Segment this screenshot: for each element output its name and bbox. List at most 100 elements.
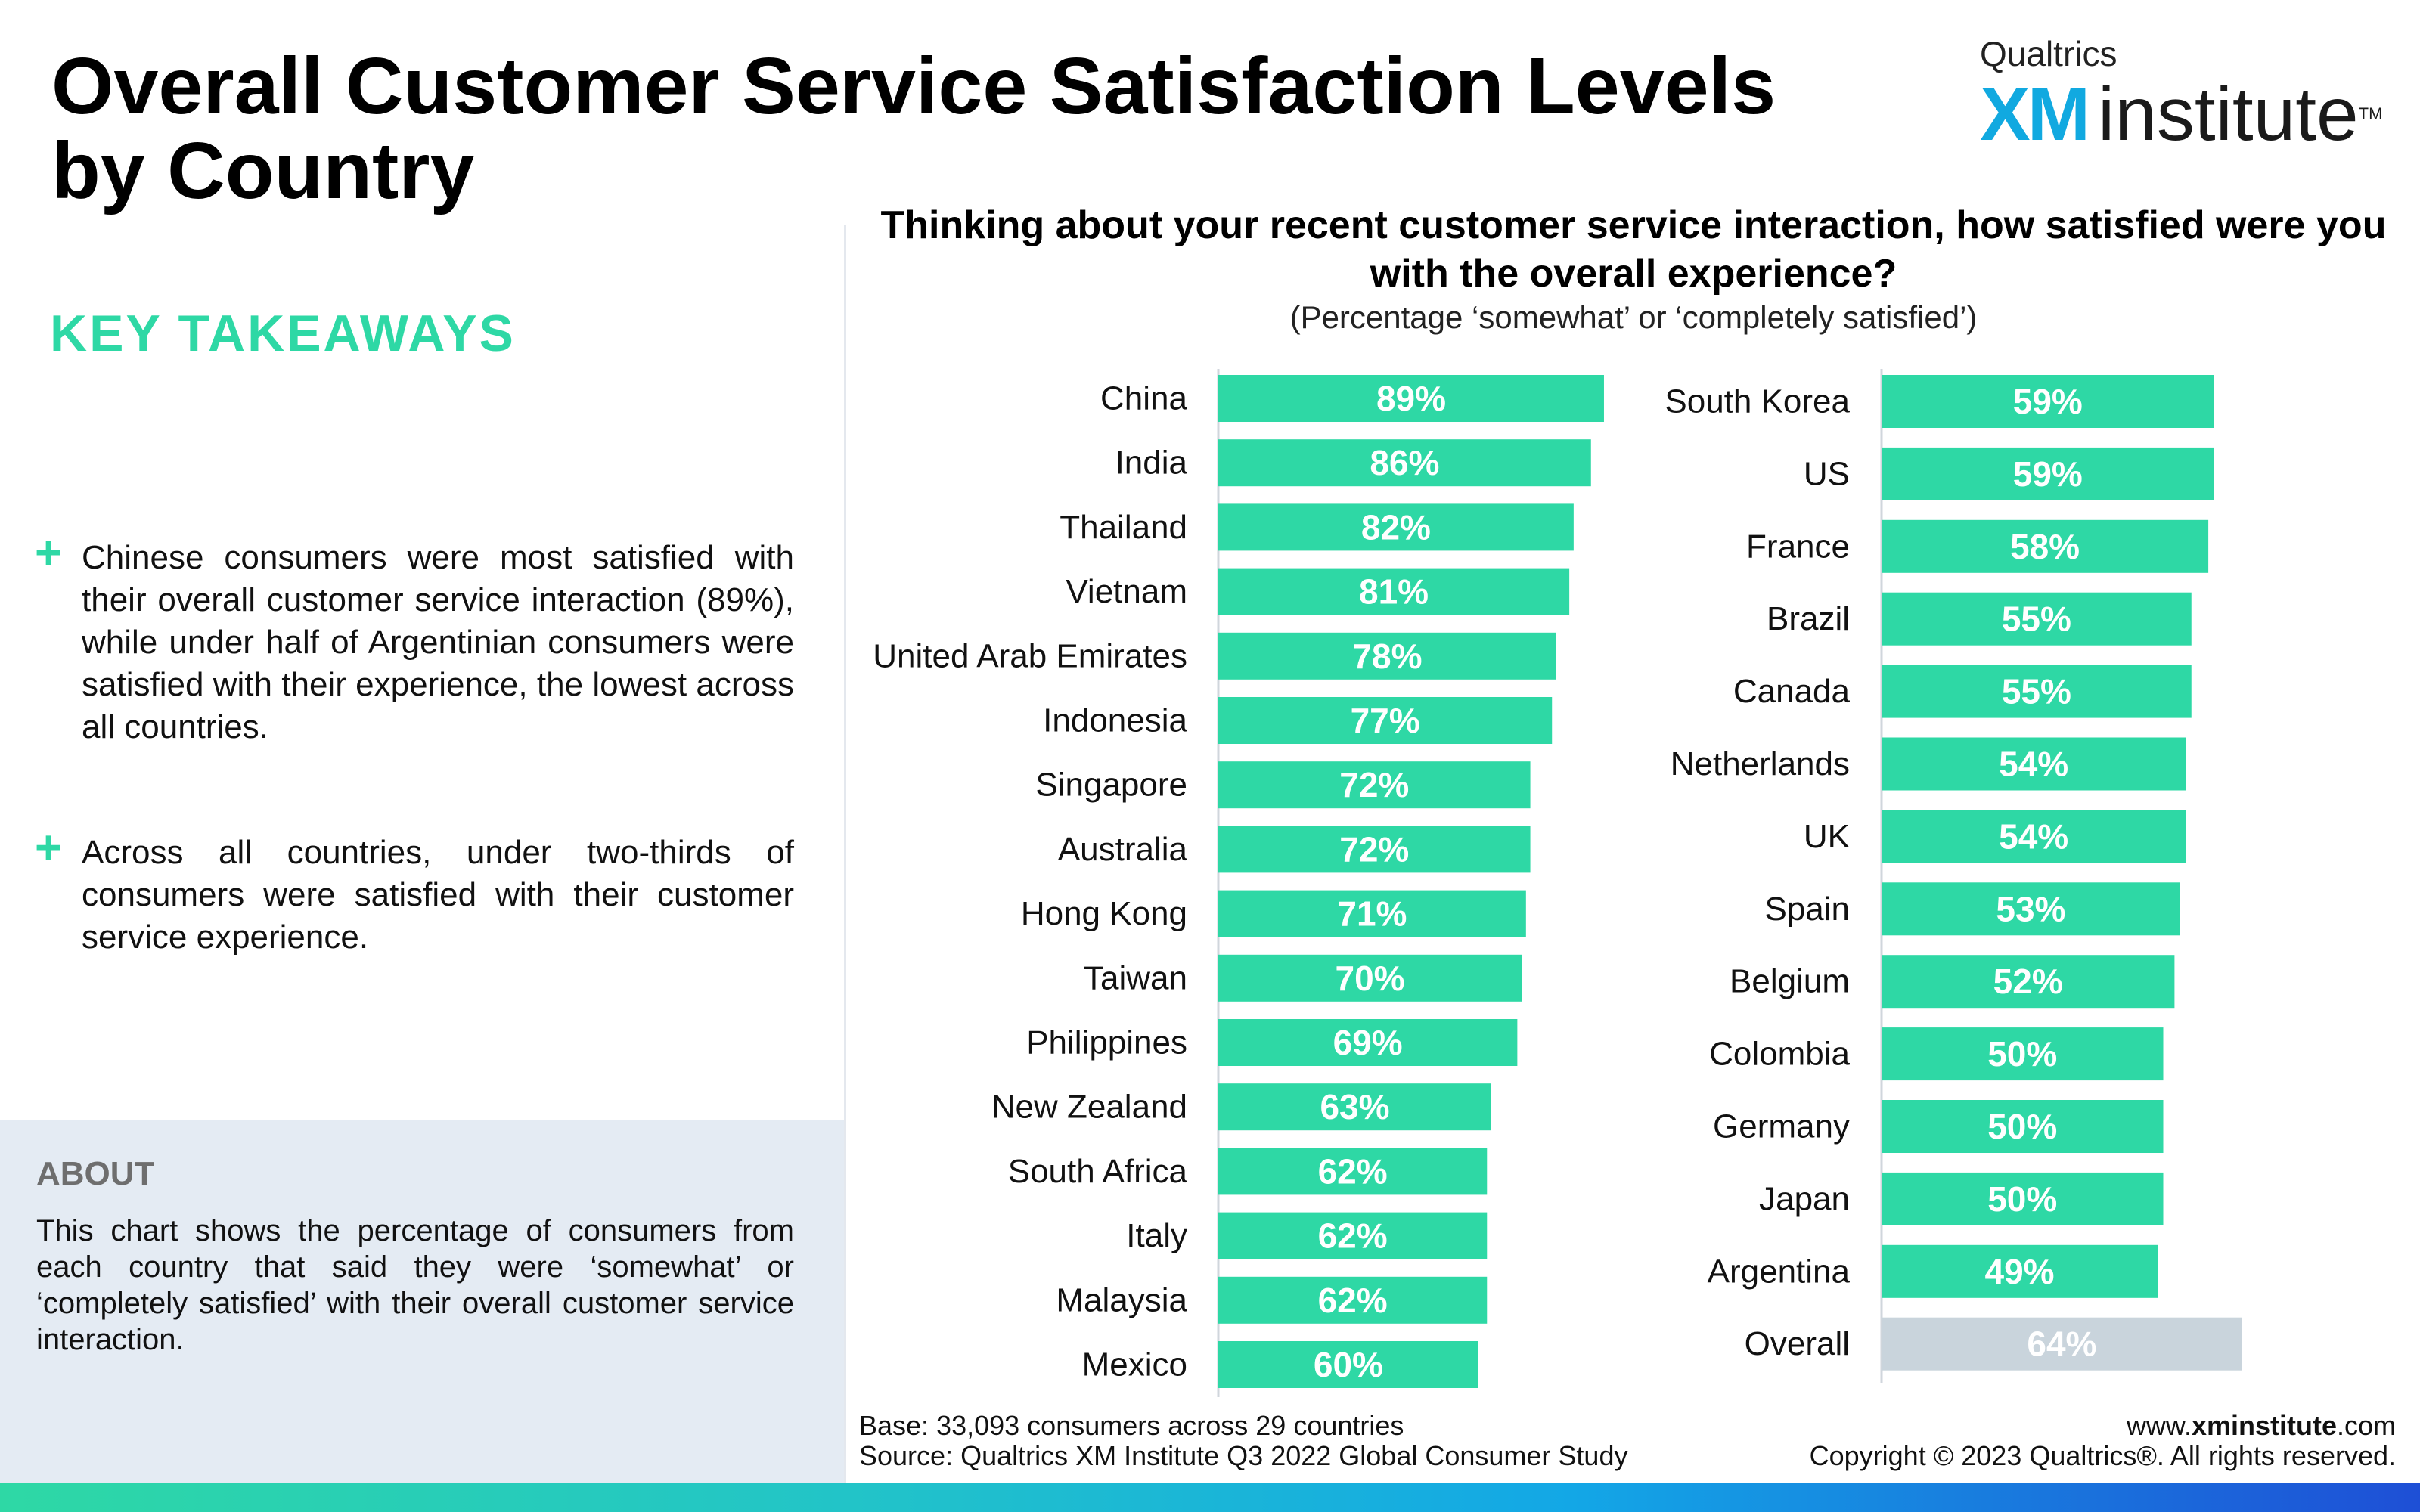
footer-legal: www.xminstitute.com Copyright © 2023 Qua… [1810,1411,2396,1471]
category-label: Hong Kong [1021,895,1187,932]
value-label: 71% [1337,894,1407,934]
bar-canada [1882,665,2192,718]
category-label: Italy [1126,1217,1187,1254]
category-label: Spain [1764,891,1850,928]
value-label: 77% [1351,701,1420,740]
chart-question: Thinking about your recent customer serv… [880,203,2387,296]
brand-gradient-bar [0,1483,2420,1512]
takeaway-text: Chinese consumers were most satisfied wi… [82,539,794,745]
value-label: 49% [1984,1252,2054,1291]
logo-brand-text: Qualtrics [1980,34,2118,73]
bar-italy [1218,1212,1488,1259]
category-label: South Korea [1665,383,1850,420]
website-link[interactable]: www.xminstitute.com [1810,1411,2396,1441]
category-label: US [1804,455,1850,492]
takeaway-bullet: + Across all countries, under two-thirds… [35,822,794,959]
url-domain: xminstitute [2191,1410,2337,1441]
value-label: 50% [1987,1179,2057,1219]
category-label: Canada [1733,673,1851,710]
value-label: 72% [1339,829,1409,869]
category-label: Brazil [1767,600,1850,637]
value-label: 52% [1993,962,2063,1001]
category-label: Taiwan [1084,959,1187,996]
category-label: Indonesia [1043,702,1187,739]
category-label: Japan [1759,1180,1850,1217]
bar-indonesia [1218,697,1553,744]
category-label: Belgium [1730,963,1850,1000]
bar-argentina [1882,1244,2158,1298]
category-label: UK [1804,818,1850,855]
value-label: 55% [2002,672,2071,711]
logo-trademark: TM [2358,104,2383,123]
value-label: 62% [1318,1281,1388,1320]
value-label: 59% [2013,454,2083,494]
bar-india [1218,439,1591,487]
about-text: This chart shows the percentage of consu… [36,1214,794,1356]
bar-overall [1882,1317,2242,1371]
footer-notes: Base: 33,093 consumers across 29 countri… [859,1411,1627,1471]
category-label: Argentina [1708,1253,1851,1290]
value-label: 64% [2027,1325,2096,1364]
value-label: 62% [1318,1216,1388,1256]
bar-malaysia [1218,1276,1488,1324]
url-suffix: .com [2336,1410,2396,1441]
value-label: 54% [1999,816,2068,856]
value-label: 58% [2010,527,2080,566]
value-label: 78% [1352,637,1422,676]
category-label: Mexico [1082,1346,1187,1383]
value-label: 63% [1320,1087,1389,1126]
bar-thailand [1218,503,1574,551]
category-label: Thailand [1060,509,1187,546]
category-label: Philippines [1026,1024,1187,1061]
bar-uk [1882,810,2186,863]
value-label: 50% [1987,1107,2057,1146]
bar-taiwan [1218,954,1522,1002]
category-label: Singapore [1035,767,1187,804]
value-label: 54% [1999,745,2068,784]
category-label: Netherlands [1671,745,1850,782]
bar-france [1882,519,2209,573]
logo-institute-text: institute [2098,72,2359,156]
qualtrics-xm-institute-logo: Qualtrics XM instituteTM [1980,27,2382,156]
takeaway-text: Across all countries, under two-thirds o… [82,834,794,956]
key-takeaways-heading: KEY TAKEAWAYS [50,305,516,362]
category-label: China [1100,380,1187,417]
category-label: France [1746,528,1850,565]
value-label: 81% [1359,572,1429,612]
value-label: 60% [1314,1345,1383,1384]
category-label: India [1115,445,1188,482]
url-prefix: www. [2126,1410,2192,1441]
value-label: 72% [1339,765,1409,804]
category-label: Overall [1745,1325,1850,1362]
source-note: Source: Qualtrics XM Institute Q3 2022 G… [859,1440,1628,1471]
bar-united-arab-emirates [1218,632,1556,680]
bar-colombia [1882,1027,2164,1081]
bar-south-korea [1882,375,2214,428]
plus-icon: + [35,527,63,579]
category-label: United Arab Emirates [873,637,1187,674]
value-label: 55% [2002,600,2071,639]
bar-netherlands [1882,737,2186,791]
category-label: Vietnam [1066,573,1187,610]
bar-philippines [1218,1019,1518,1066]
value-label: 86% [1370,443,1439,482]
value-label: 53% [1996,889,2065,928]
bar-brazil [1882,592,2192,646]
plus-icon: + [35,822,63,874]
value-label: 62% [1318,1151,1388,1191]
bar-us [1882,447,2214,500]
panel-divider [844,225,846,1483]
logo-xm-text: XM [1980,72,2090,156]
value-label: 70% [1336,959,1405,998]
category-label: Germany [1713,1108,1850,1145]
category-label: New Zealand [991,1089,1187,1126]
copyright-text: Copyright © 2023 Qualtrics®. All rights … [1809,1440,2396,1471]
value-label: 69% [1333,1023,1403,1062]
about-heading: ABOUT [36,1155,155,1192]
bar-germany [1882,1100,2164,1153]
bar-new-zealand [1218,1083,1491,1131]
value-label: 59% [2013,382,2083,421]
value-label: 89% [1376,379,1446,418]
value-label: 82% [1361,507,1431,547]
